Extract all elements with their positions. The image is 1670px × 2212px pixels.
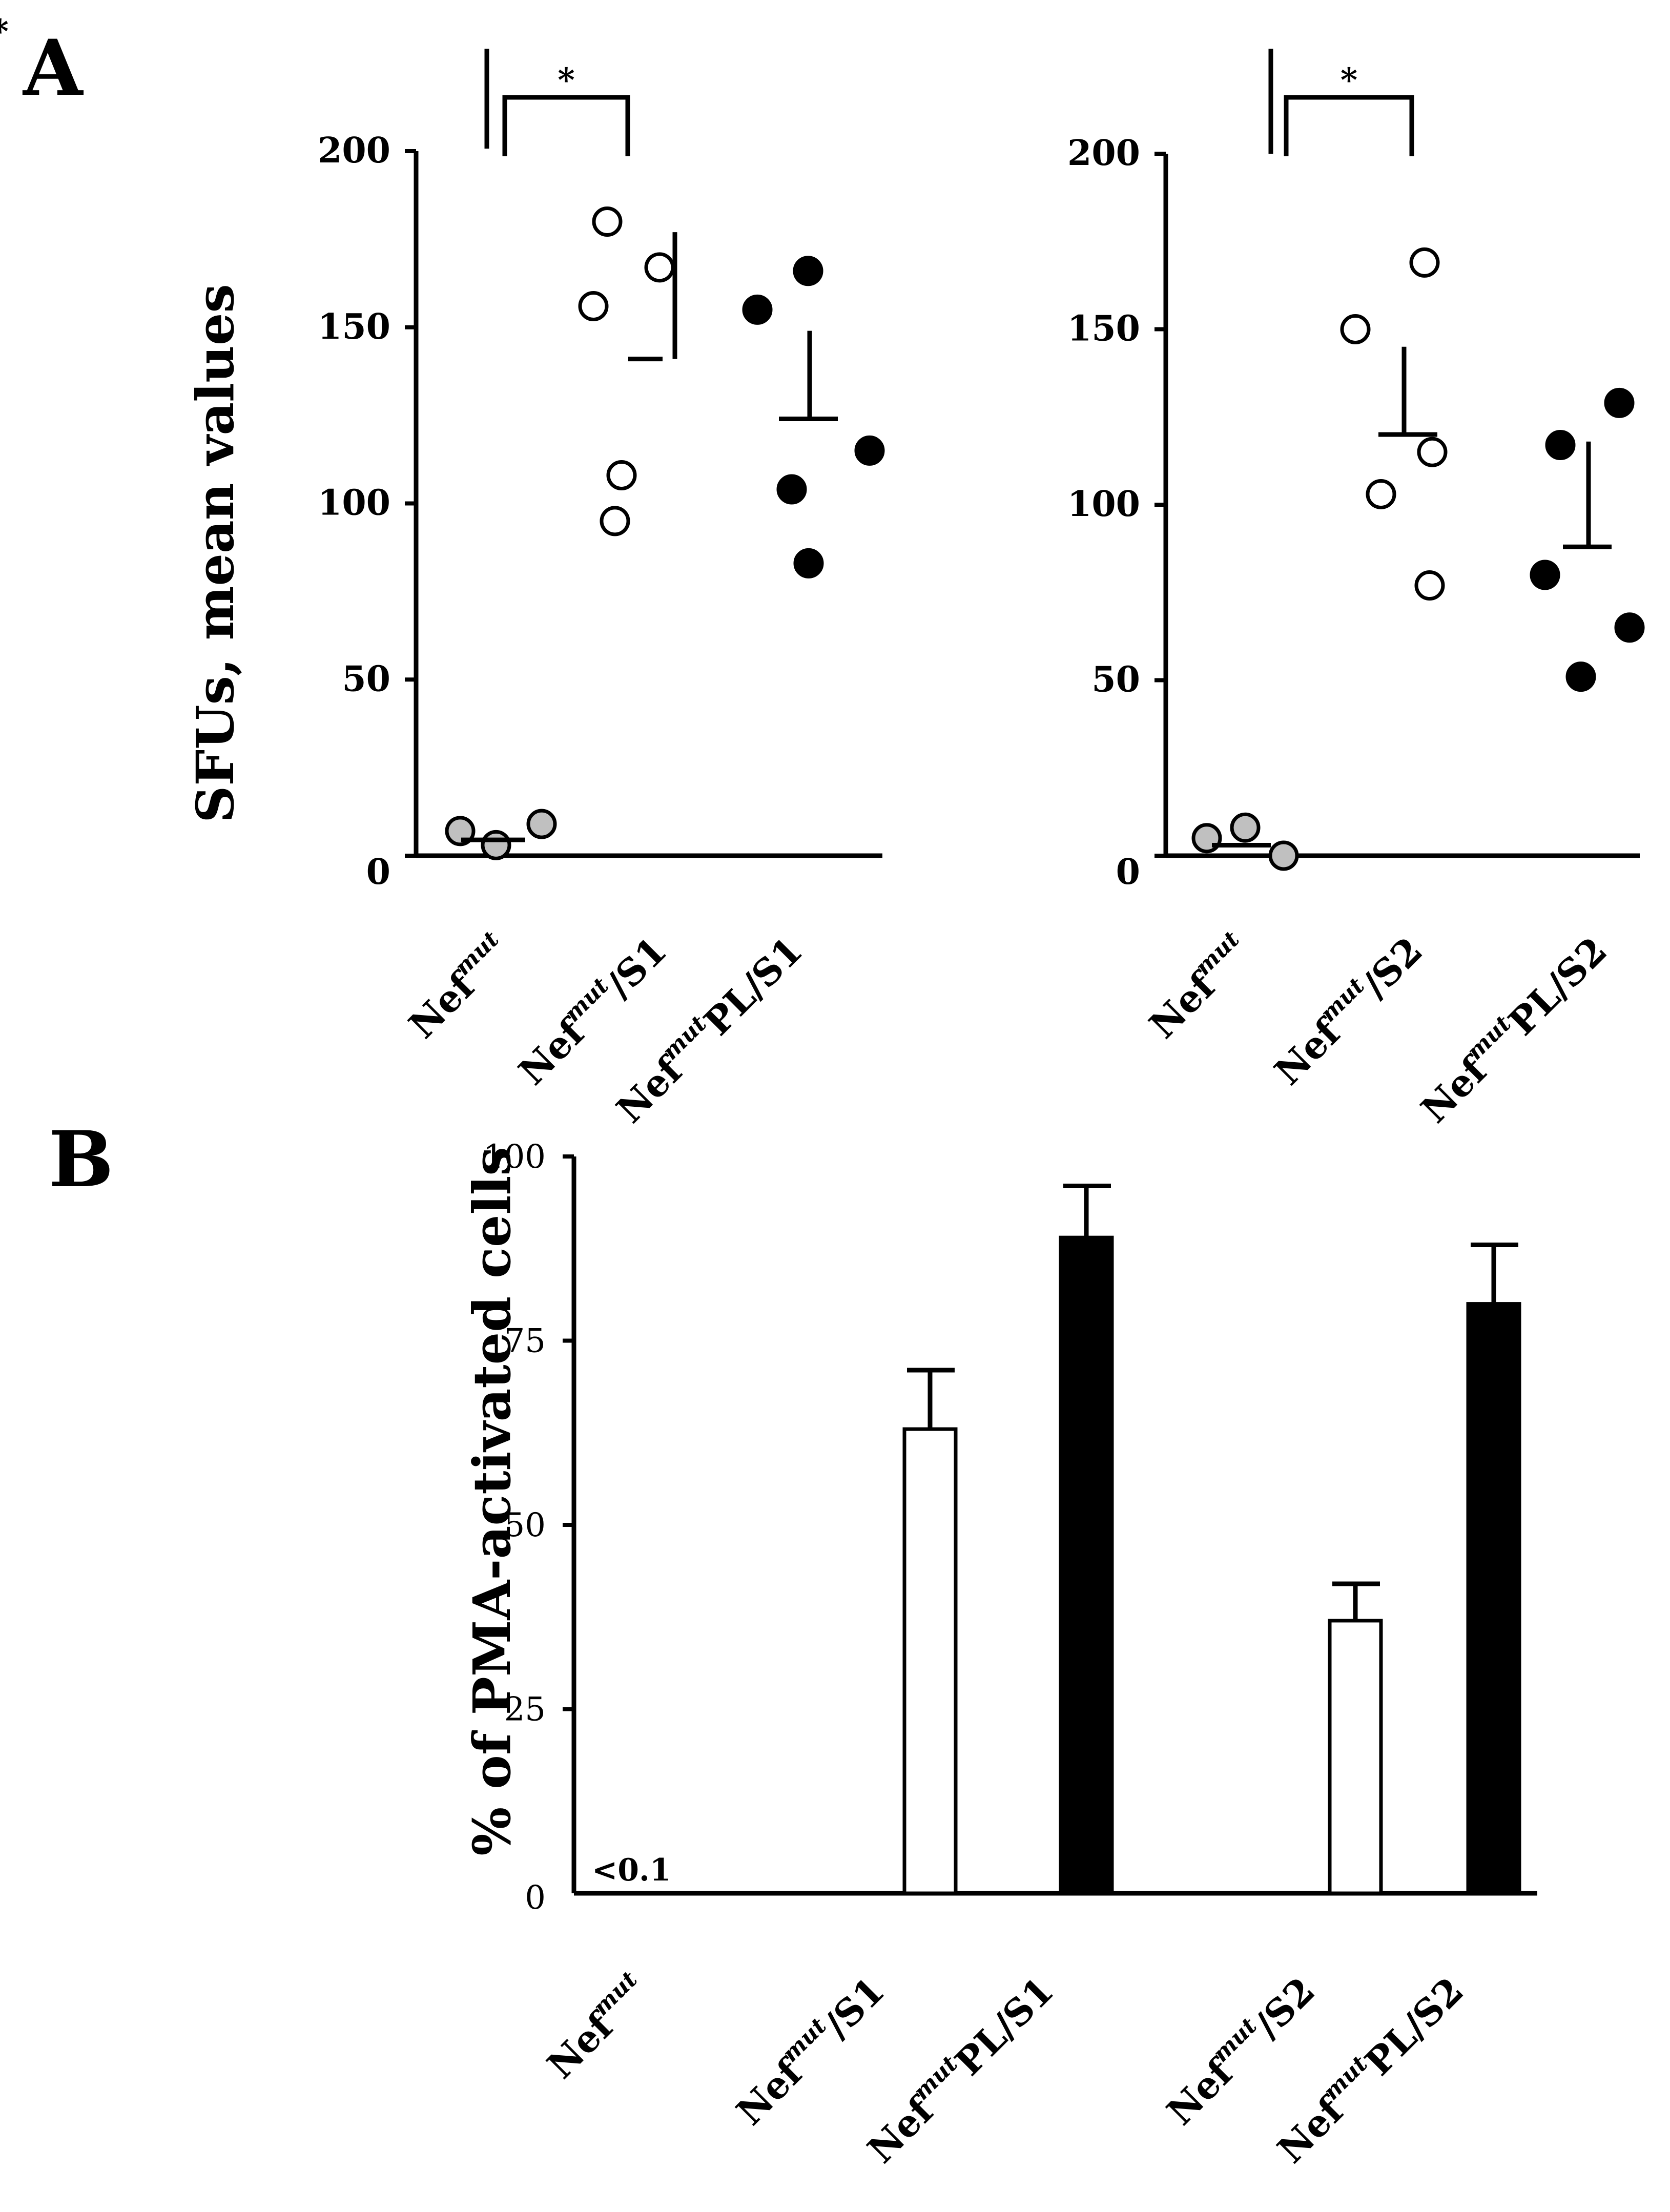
scatter-s1-point bbox=[481, 830, 511, 860]
scatter-s1-point bbox=[606, 460, 637, 490]
scatter-s1-point bbox=[776, 474, 807, 505]
scatter-s2-point bbox=[1340, 314, 1371, 344]
scatter-s1-point bbox=[644, 252, 675, 283]
bar-y-tick-label: 50 bbox=[504, 1506, 546, 1544]
scatter-s2-y-tick-label: 0 bbox=[1116, 852, 1140, 893]
panel-label-a: A bbox=[22, 23, 84, 113]
scatter-s1-y-tick-label: 200 bbox=[318, 130, 390, 171]
panel-a-y-axis-label: SFUs, mean values bbox=[185, 284, 245, 823]
scatter-s2-y-tick-label: 150 bbox=[1067, 308, 1140, 349]
scatter-s2-point bbox=[1230, 812, 1261, 843]
scatter-s1-point bbox=[854, 435, 885, 466]
scatter-s1-y-tick-label: 150 bbox=[318, 306, 390, 347]
bar-chart-pma: 0255075100<0.1NefmutNefmut/S1NefmutPL/S1… bbox=[483, 1138, 1537, 2172]
scatter-s2-significance-bracket bbox=[1284, 95, 1414, 156]
scatter-s2-y-tick-label: 50 bbox=[1091, 659, 1140, 700]
scatter-s1-point bbox=[793, 256, 823, 286]
scatter-s1-y-tick-label: 100 bbox=[318, 483, 390, 524]
scatter-s1-significance-star: * bbox=[0, 12, 9, 51]
bar-y-tick-label: 25 bbox=[504, 1691, 546, 1729]
panel-label-b: B bbox=[49, 1114, 114, 1205]
bar bbox=[902, 1427, 958, 1895]
bar-category-label: Nefmut bbox=[537, 1967, 657, 2087]
scatter-s2-significance-star: * bbox=[0, 12, 9, 51]
scatter-s1-point bbox=[742, 294, 773, 325]
scatter-s2-point bbox=[1530, 560, 1560, 590]
bar-y-tick-label: 75 bbox=[504, 1322, 546, 1360]
scatter-s1-significance-star: * bbox=[558, 61, 574, 99]
scatter-s1-y-tick-label: 50 bbox=[342, 658, 390, 699]
bar bbox=[1328, 1619, 1383, 1895]
scatter-s2-point bbox=[1417, 437, 1448, 467]
bar-y-tick-label: 100 bbox=[483, 1138, 546, 1176]
scatter-s2-point bbox=[1366, 479, 1396, 509]
bar-category-label: Nefmut/S1 bbox=[726, 1967, 893, 2134]
scatter-s2-point bbox=[1268, 840, 1299, 871]
scatter-s2-point bbox=[1604, 387, 1635, 418]
scatter-s1-point bbox=[526, 809, 557, 839]
bar-category-label: Nefmut/S2 bbox=[1156, 1967, 1323, 2134]
scatter-s2-point bbox=[1614, 612, 1645, 643]
scatter-s1-point bbox=[592, 206, 623, 237]
scatter-s2-category-label: NefmutPL/S2 bbox=[1410, 926, 1615, 1131]
scatter-s1-point bbox=[578, 291, 609, 321]
bar-below-detection-label: <0.1 bbox=[592, 1852, 671, 1888]
scatter-s2-significance-star: * bbox=[1341, 61, 1357, 99]
scatter-s2-category-label: Nefmut bbox=[1139, 926, 1259, 1047]
bar-y-tick-label: 0 bbox=[525, 1879, 546, 1917]
scatter-s2-point bbox=[1565, 661, 1596, 692]
bar bbox=[1466, 1302, 1521, 1895]
scatter-s2-point bbox=[1545, 430, 1576, 461]
scatter-s2-point bbox=[1414, 570, 1445, 601]
scatter-s1-y-tick-label: 0 bbox=[366, 852, 390, 893]
scatter-s1-significance-bracket bbox=[502, 95, 630, 156]
panel-b-y-axis-label: % of PMA-activated cells bbox=[462, 1147, 522, 1855]
bar bbox=[1059, 1235, 1114, 1895]
scatter-s2-category-label: Nefmut/S2 bbox=[1264, 926, 1431, 1093]
scatter-s1-category-label: Nefmut bbox=[398, 926, 519, 1047]
scatter-s2-y-tick-label: 200 bbox=[1067, 133, 1140, 174]
scatter-s1-point bbox=[600, 506, 630, 536]
scatter-s1-point bbox=[793, 548, 824, 578]
scatter-s2-y-tick-label: 100 bbox=[1067, 484, 1140, 525]
scatter-s2-point bbox=[1409, 247, 1440, 278]
